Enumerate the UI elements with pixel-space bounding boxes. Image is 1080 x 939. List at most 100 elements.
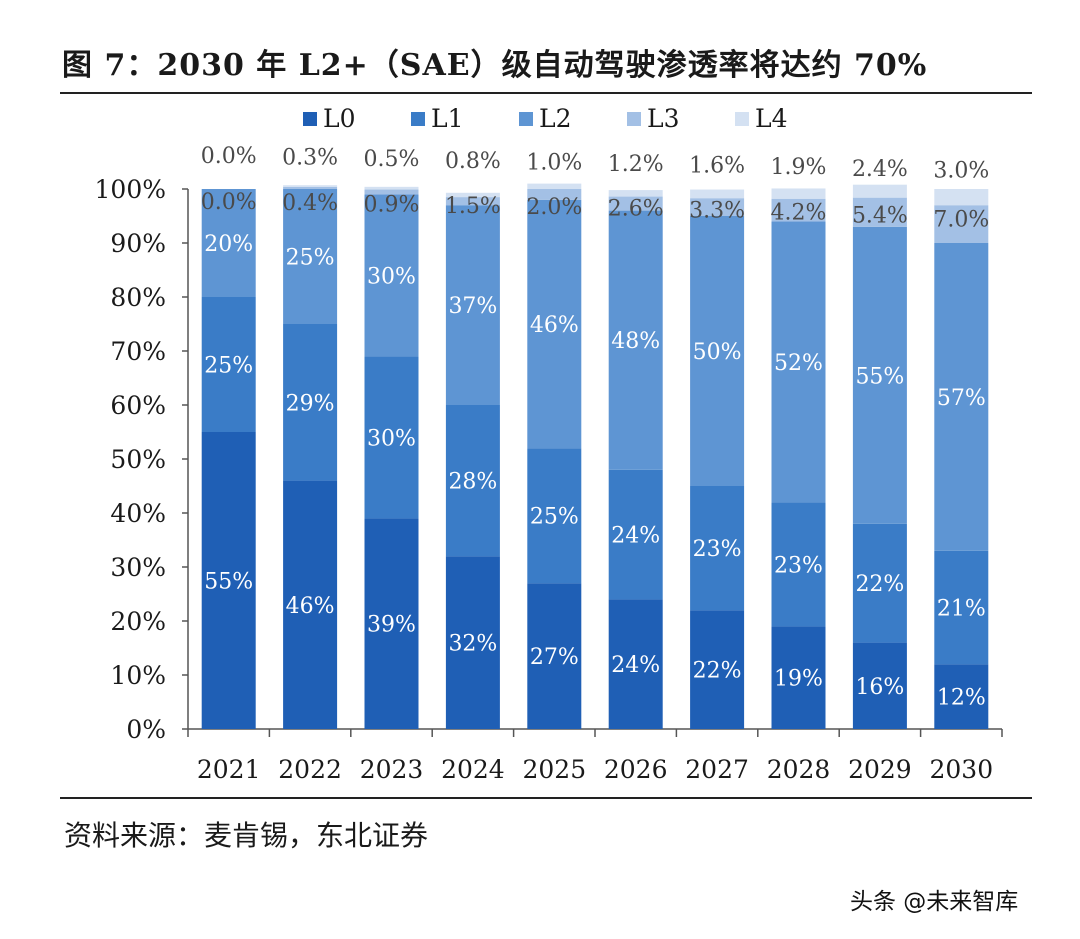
y-tick-label: 70% [110, 337, 166, 366]
data-label-l3-2022: 0.4% [282, 191, 338, 216]
data-label-l2-2025: 46% [530, 313, 579, 338]
bar-segment-l0-2029 [852, 642, 907, 729]
data-label-l3-2027: 3.3% [689, 198, 745, 223]
legend-label-l3: L3 [647, 104, 680, 133]
data-label-l4-2027: 1.6% [689, 154, 745, 179]
data-label-l3-2024: 1.5% [445, 194, 501, 219]
data-label-l1-2029: 22% [855, 572, 904, 597]
y-tick-label: 100% [95, 175, 166, 204]
bar-segment-l4-2025 [527, 183, 582, 189]
legend-swatch-l1 [411, 112, 425, 126]
data-label-l4-2028: 1.9% [771, 155, 827, 180]
x-tick-label: 2029 [848, 755, 912, 784]
bar-segment-l1-2028 [771, 502, 826, 627]
data-label-l0-2024: 32% [448, 632, 497, 657]
data-label-l4-2030: 3.0% [933, 158, 989, 183]
bar-segment-l1-2029 [852, 523, 907, 643]
data-label-l2-2029: 55% [855, 364, 904, 389]
data-label-l0-2030: 12% [937, 686, 986, 711]
bar-segment-l0-2028 [771, 626, 826, 729]
data-label-l1-2022: 29% [286, 391, 335, 416]
bar-segment-l4-2023 [364, 186, 419, 190]
bar-segment-l4-2027 [690, 189, 745, 199]
bar-segment-l4-2024 [445, 192, 500, 198]
bar-segment-l0-2024 [445, 556, 500, 729]
data-label-l0-2026: 24% [611, 653, 660, 678]
y-tick-label: 50% [110, 445, 166, 474]
data-label-l1-2030: 21% [937, 597, 986, 622]
x-tick-label: 2024 [441, 755, 505, 784]
bar-segment-l1-2027 [690, 486, 745, 611]
data-label-l3-2021: 0.0% [201, 190, 257, 215]
bar-segment-l1-2022 [283, 324, 338, 481]
data-label-l4-2021: 0.0% [201, 144, 257, 169]
bar-segment-l2-2023 [364, 194, 419, 357]
y-tick-label: 20% [110, 607, 166, 636]
legend-label-l0: L0 [323, 104, 356, 133]
bar-segment-l3-2029 [852, 197, 907, 227]
legend-label-l2: L2 [539, 104, 572, 133]
data-label-l4-2025: 1.0% [526, 150, 582, 175]
bar-segment-l4-2026 [608, 190, 663, 197]
data-label-l0-2021: 55% [204, 570, 253, 595]
legend-swatch-l0 [303, 112, 317, 126]
x-tick-label: 2026 [604, 755, 668, 784]
bar-segment-l4-2029 [852, 184, 907, 198]
bar-segment-l0-2030 [934, 664, 989, 729]
data-label-l1-2023: 30% [367, 426, 416, 451]
data-label-l4-2024: 0.8% [445, 149, 501, 174]
bar-segment-l0-2021 [201, 432, 256, 729]
data-label-l1-2021: 25% [204, 354, 253, 379]
y-tick-label: 90% [110, 229, 166, 258]
y-tick-label: 10% [110, 661, 166, 690]
x-tick-label: 2027 [685, 755, 749, 784]
bar-segment-l1-2023 [364, 356, 419, 519]
bar-segment-l2-2030 [934, 243, 989, 551]
bar-segment-l2-2027 [690, 216, 745, 486]
data-label-l2-2030: 57% [937, 386, 986, 411]
bar-segment-l1-2021 [201, 297, 256, 432]
legend-label-l1: L1 [431, 104, 464, 133]
data-label-l2-2022: 25% [286, 246, 335, 271]
data-label-l2-2024: 37% [448, 294, 497, 319]
data-label-l2-2028: 52% [774, 351, 823, 376]
data-label-l3-2029: 5.4% [852, 204, 908, 229]
legend-swatch-l3 [627, 112, 641, 126]
title-divider [60, 92, 1032, 94]
bar-segment-l1-2025 [527, 448, 582, 584]
bar-segment-l1-2026 [608, 469, 663, 600]
x-tick-label: 2023 [360, 755, 424, 784]
bar-segment-l0-2025 [527, 583, 582, 729]
data-label-l3-2025: 2.0% [526, 195, 582, 220]
legend-label-l4: L4 [755, 104, 788, 133]
bar-segment-l3-2022 [283, 186, 338, 189]
legend-swatch-l4 [735, 112, 749, 126]
data-label-l3-2030: 7.0% [933, 208, 989, 233]
y-tick-label: 30% [110, 553, 166, 582]
x-tick-label: 2025 [522, 755, 586, 784]
bar-segment-l3-2026 [608, 196, 663, 211]
y-tick-label: 80% [110, 283, 166, 312]
data-label-l4-2023: 0.5% [364, 147, 420, 172]
y-tick-label: 60% [110, 391, 166, 420]
bar-segment-l2-2028 [771, 221, 826, 503]
data-label-l2-2026: 48% [611, 329, 660, 354]
bar-segment-l3-2030 [934, 205, 989, 243]
x-tick-label: 2030 [929, 755, 993, 784]
bar-segment-l2-2026 [608, 210, 663, 470]
bar-segment-l0-2026 [608, 599, 663, 729]
bar-segment-l2-2024 [445, 205, 500, 405]
bar-segment-l3-2025 [527, 189, 582, 200]
y-tick-label: 0% [126, 715, 166, 744]
bar-segment-l4-2028 [771, 188, 826, 199]
bar-segment-l1-2030 [934, 550, 989, 665]
data-label-l2-2021: 20% [204, 232, 253, 257]
data-label-l0-2023: 39% [367, 613, 416, 638]
bar-segment-l0-2027 [690, 610, 745, 729]
data-label-l0-2022: 46% [286, 594, 335, 619]
data-label-l0-2029: 16% [855, 675, 904, 700]
bar-segment-l2-2029 [852, 226, 907, 524]
bar-segment-l4-2022 [283, 185, 338, 187]
legend-swatch-l2 [519, 112, 533, 126]
